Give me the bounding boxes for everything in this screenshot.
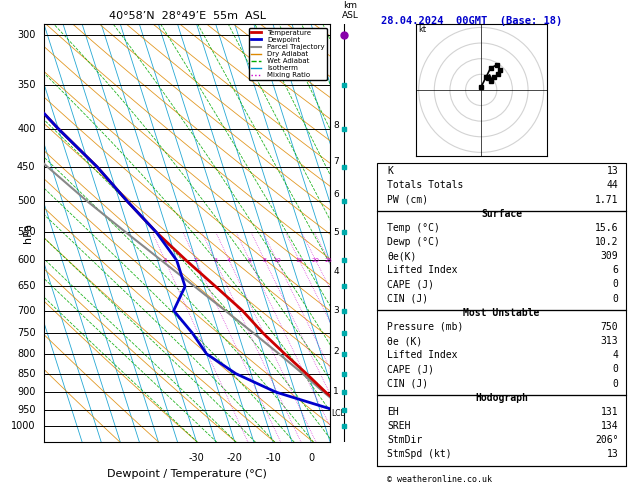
Text: StmSpd (kt): StmSpd (kt) [387, 449, 452, 459]
Text: Lifted Index: Lifted Index [387, 265, 458, 276]
Text: -10: -10 [265, 453, 281, 463]
Title: 40°58’N  28°49’E  55m  ASL: 40°58’N 28°49’E 55m ASL [109, 11, 265, 21]
Text: 1.71: 1.71 [595, 194, 618, 205]
Bar [377, 310, 626, 395]
Text: 800: 800 [17, 349, 35, 359]
Bar [377, 395, 626, 466]
Text: θe (K): θe (K) [387, 336, 423, 346]
Text: 900: 900 [17, 387, 35, 397]
Text: 3: 3 [213, 258, 217, 263]
Text: kt: kt [419, 25, 427, 34]
Text: 650: 650 [17, 281, 35, 292]
Text: 134: 134 [601, 421, 618, 431]
Text: Totals Totals: Totals Totals [387, 180, 464, 191]
Text: 1: 1 [333, 387, 339, 396]
Text: 950: 950 [17, 405, 35, 415]
Text: CAPE (J): CAPE (J) [387, 364, 435, 374]
Text: Most Unstable: Most Unstable [464, 308, 540, 318]
Text: 15: 15 [296, 258, 303, 263]
Text: 6: 6 [333, 190, 339, 199]
Text: 2: 2 [194, 258, 198, 263]
Text: 25: 25 [325, 258, 333, 263]
Text: PW (cm): PW (cm) [387, 194, 428, 205]
Text: 7: 7 [333, 157, 339, 166]
Text: 28.04.2024  00GMT  (Base: 18): 28.04.2024 00GMT (Base: 18) [381, 16, 562, 26]
Text: 600: 600 [17, 256, 35, 265]
Text: 44: 44 [606, 180, 618, 191]
Text: K: K [387, 166, 393, 176]
Text: Dewp (°C): Dewp (°C) [387, 237, 440, 247]
Text: 206°: 206° [595, 435, 618, 445]
Text: Dewpoint / Temperature (°C): Dewpoint / Temperature (°C) [107, 469, 267, 479]
Text: -30: -30 [189, 453, 204, 463]
Text: 4: 4 [333, 267, 338, 276]
Text: 8: 8 [263, 258, 267, 263]
Text: 5: 5 [333, 228, 339, 237]
Text: 10.2: 10.2 [595, 237, 618, 247]
Text: 450: 450 [17, 162, 35, 172]
Text: 550: 550 [17, 227, 35, 237]
Text: © weatheronline.co.uk: © weatheronline.co.uk [387, 475, 492, 484]
Text: 6: 6 [248, 258, 252, 263]
Bar [377, 211, 626, 310]
Text: Pressure (mb): Pressure (mb) [387, 322, 464, 332]
Text: StmDir: StmDir [387, 435, 423, 445]
Text: Temp (°C): Temp (°C) [387, 223, 440, 233]
Text: 1000: 1000 [11, 421, 35, 432]
Text: θe(K): θe(K) [387, 251, 417, 261]
Text: 0: 0 [613, 379, 618, 388]
Text: 6: 6 [613, 265, 618, 276]
Legend: Temperature, Dewpoint, Parcel Trajectory, Dry Adiabat, Wet Adiabat, Isotherm, Mi: Temperature, Dewpoint, Parcel Trajectory… [249, 28, 326, 80]
Text: 309: 309 [601, 251, 618, 261]
Text: 750: 750 [17, 328, 35, 338]
Text: 0: 0 [613, 364, 618, 374]
Text: CAPE (J): CAPE (J) [387, 279, 435, 290]
Text: 4: 4 [613, 350, 618, 360]
Text: Hodograph: Hodograph [475, 393, 528, 403]
Text: CIN (J): CIN (J) [387, 379, 428, 388]
Text: 4: 4 [227, 258, 231, 263]
Text: Surface: Surface [481, 209, 522, 219]
Text: SREH: SREH [387, 421, 411, 431]
Text: -20: -20 [227, 453, 243, 463]
Text: EH: EH [387, 407, 399, 417]
Text: 13: 13 [606, 449, 618, 459]
Text: 0: 0 [613, 294, 618, 304]
Text: 15.6: 15.6 [595, 223, 618, 233]
Text: 500: 500 [17, 196, 35, 206]
Text: 13: 13 [606, 166, 618, 176]
Bar [377, 163, 626, 211]
Text: 700: 700 [17, 306, 35, 315]
Text: Lifted Index: Lifted Index [387, 350, 458, 360]
Text: hPa: hPa [23, 223, 33, 243]
Text: 10: 10 [273, 258, 281, 263]
Text: 313: 313 [601, 336, 618, 346]
Text: 300: 300 [17, 30, 35, 40]
Text: 20: 20 [312, 258, 320, 263]
Text: CIN (J): CIN (J) [387, 294, 428, 304]
Text: 750: 750 [601, 322, 618, 332]
Text: 2: 2 [333, 347, 338, 356]
Text: 131: 131 [601, 407, 618, 417]
Text: 8: 8 [333, 121, 339, 130]
Text: 400: 400 [17, 124, 35, 134]
Text: 1: 1 [163, 258, 167, 263]
Text: 3: 3 [333, 306, 339, 315]
Text: 850: 850 [17, 368, 35, 379]
Text: 0: 0 [613, 279, 618, 290]
Text: 0: 0 [308, 453, 314, 463]
Text: LCL: LCL [331, 409, 345, 417]
Text: km
ASL: km ASL [342, 0, 359, 20]
Text: 350: 350 [17, 80, 35, 90]
